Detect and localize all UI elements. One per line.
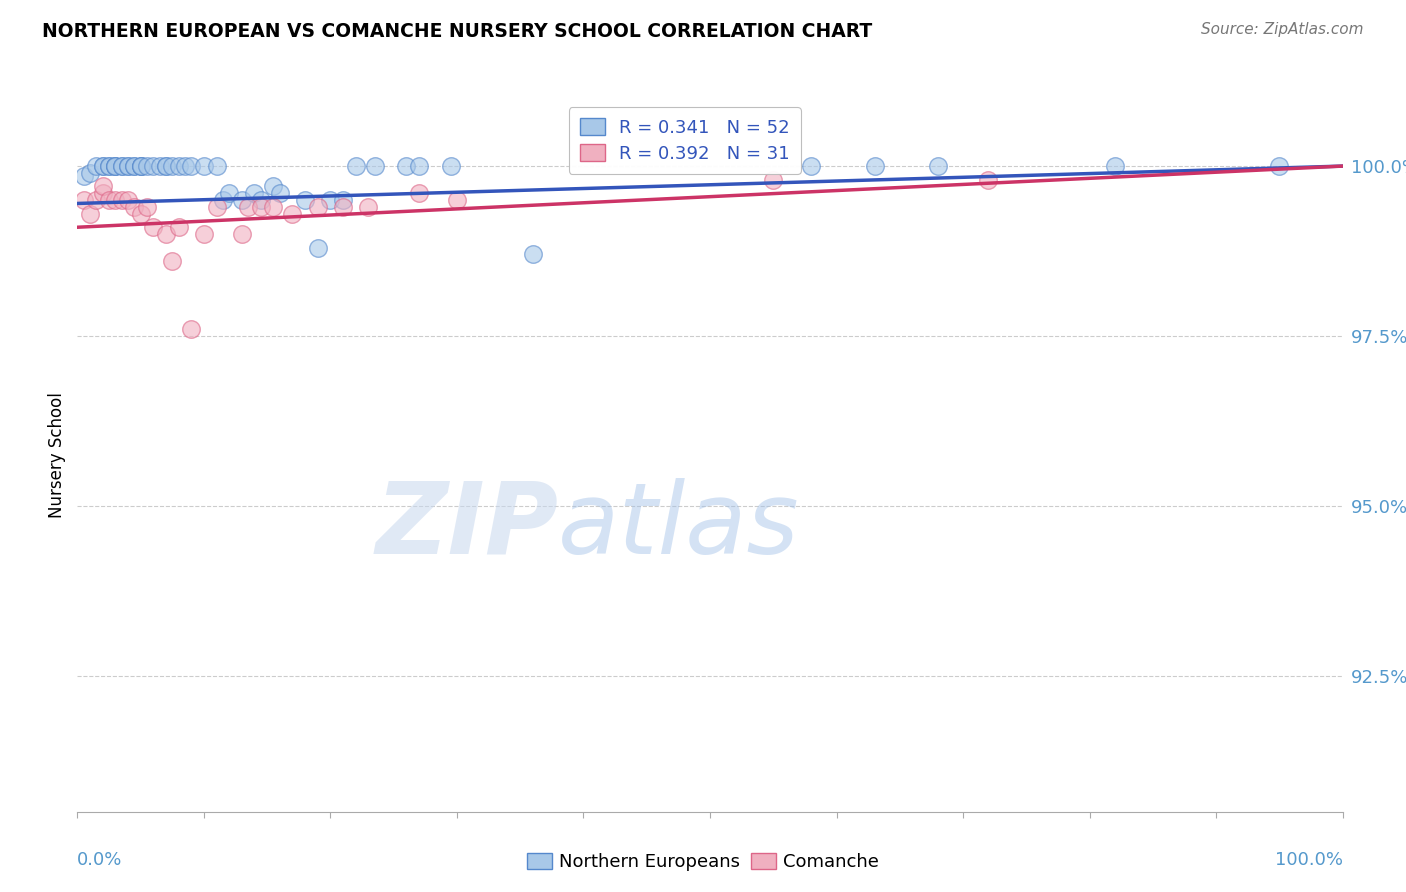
Point — [269, 186, 291, 201]
Text: 100.0%: 100.0% — [1275, 851, 1343, 869]
Point — [193, 159, 215, 173]
Point — [408, 186, 430, 201]
Point — [231, 193, 253, 207]
Point — [124, 200, 146, 214]
Text: ZIP: ZIP — [375, 478, 558, 574]
Point — [307, 241, 329, 255]
Point — [111, 193, 132, 207]
Point — [104, 193, 127, 207]
Point — [142, 159, 165, 173]
Point — [129, 159, 152, 173]
Point — [762, 172, 785, 186]
Point — [1104, 159, 1126, 173]
Point — [439, 159, 461, 173]
Point — [863, 159, 886, 173]
Point — [977, 172, 1000, 186]
Point — [98, 193, 120, 207]
Point — [332, 200, 354, 214]
Point — [73, 169, 96, 184]
Point — [79, 166, 101, 180]
Text: 0.0%: 0.0% — [77, 851, 122, 869]
Point — [344, 159, 367, 173]
Point — [193, 227, 215, 241]
Point — [262, 200, 284, 214]
Point — [231, 227, 253, 241]
Text: Source: ZipAtlas.com: Source: ZipAtlas.com — [1201, 22, 1364, 37]
Point — [294, 193, 316, 207]
Point — [98, 159, 120, 173]
Point — [218, 186, 240, 201]
Point — [522, 247, 544, 261]
Point — [129, 159, 152, 173]
Point — [91, 159, 114, 173]
Point — [117, 193, 139, 207]
Point — [155, 159, 177, 173]
Point — [86, 193, 108, 207]
Legend: Northern Europeans, Comanche: Northern Europeans, Comanche — [519, 846, 887, 879]
Point — [155, 159, 177, 173]
Point — [162, 159, 183, 173]
Point — [129, 207, 152, 221]
Point — [117, 159, 139, 173]
Point — [162, 254, 183, 268]
Point — [124, 159, 146, 173]
Point — [395, 159, 418, 173]
Point — [136, 159, 159, 173]
Point — [91, 179, 114, 194]
Point — [111, 159, 132, 173]
Point — [86, 159, 108, 173]
Point — [281, 207, 304, 221]
Legend: R = 0.341   N = 52, R = 0.392   N = 31: R = 0.341 N = 52, R = 0.392 N = 31 — [568, 107, 801, 174]
Point — [180, 322, 202, 336]
Point — [205, 200, 228, 214]
Point — [104, 159, 127, 173]
Point — [91, 159, 114, 173]
Point — [211, 193, 233, 207]
Point — [142, 220, 165, 235]
Point — [129, 159, 152, 173]
Text: NORTHERN EUROPEAN VS COMANCHE NURSERY SCHOOL CORRELATION CHART: NORTHERN EUROPEAN VS COMANCHE NURSERY SC… — [42, 22, 873, 41]
Point — [408, 159, 430, 173]
Point — [307, 200, 329, 214]
Point — [136, 200, 159, 214]
Point — [319, 193, 342, 207]
Point — [91, 186, 114, 201]
Point — [205, 159, 228, 173]
Point — [117, 159, 139, 173]
Text: atlas: atlas — [558, 478, 800, 574]
Point — [262, 179, 284, 194]
Point — [332, 193, 354, 207]
Point — [104, 159, 127, 173]
Point — [800, 159, 823, 173]
Point — [357, 200, 380, 214]
Point — [167, 220, 190, 235]
Point — [124, 159, 146, 173]
Point — [73, 193, 96, 207]
Point — [363, 159, 385, 173]
Point — [927, 159, 949, 173]
Point — [446, 193, 468, 207]
Point — [250, 200, 273, 214]
Point — [79, 207, 101, 221]
Point — [167, 159, 190, 173]
Point — [111, 159, 132, 173]
Point — [238, 200, 260, 214]
Point — [155, 227, 177, 241]
Y-axis label: Nursery School: Nursery School — [48, 392, 66, 518]
Point — [180, 159, 202, 173]
Point — [174, 159, 197, 173]
Point — [243, 186, 266, 201]
Point — [98, 159, 120, 173]
Point — [104, 159, 127, 173]
Point — [250, 193, 273, 207]
Point — [1268, 159, 1291, 173]
Point — [149, 159, 172, 173]
